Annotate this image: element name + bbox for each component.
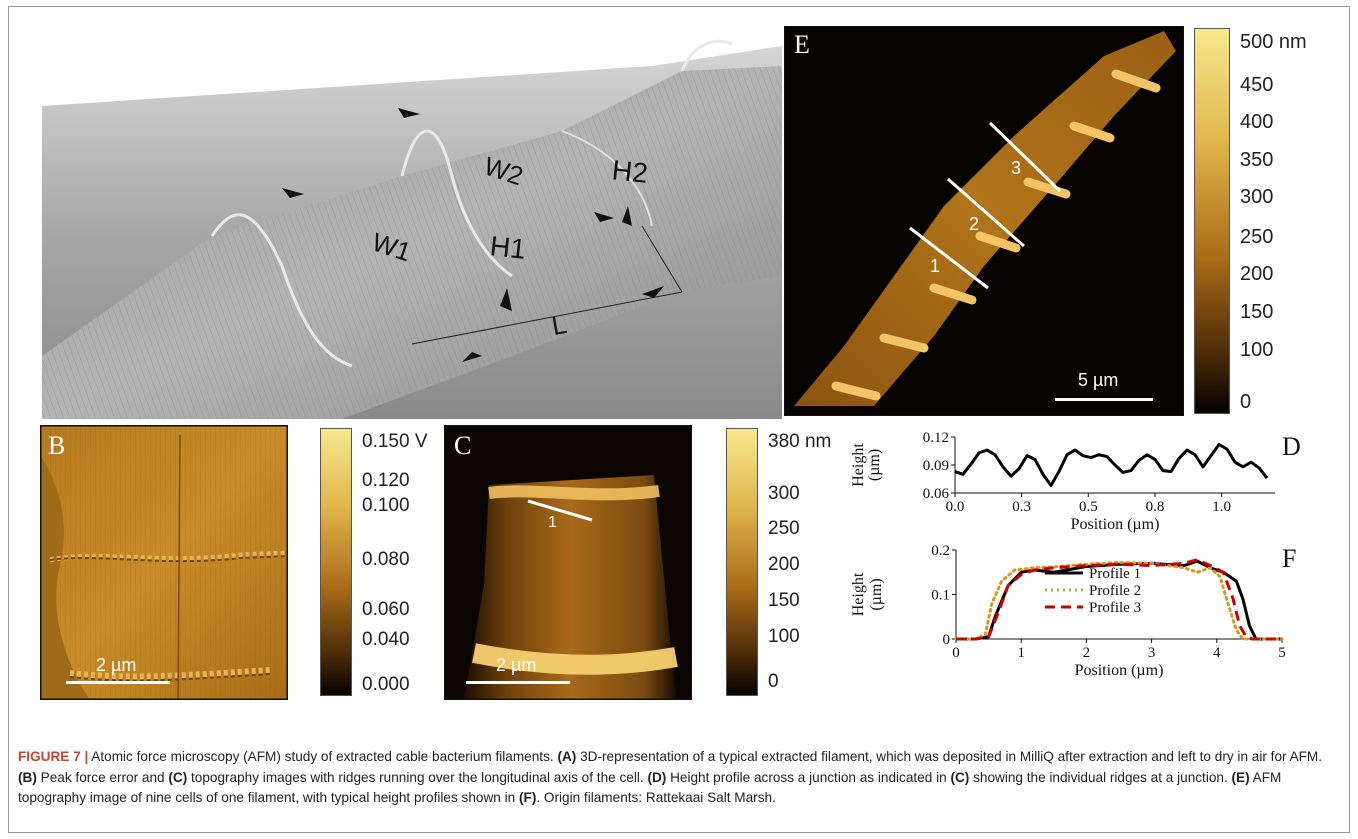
legend-label: Profile 2 [1089, 583, 1141, 599]
caption-text: topography images with ridges running ov… [187, 769, 648, 785]
caption-text: 3D-representation of a typical extracted… [576, 749, 1323, 764]
series-line [954, 560, 1284, 641]
panel-d-chart: 0.0 0.3 0.5 0.8 1.0 0.12 0.09 0.06 Position (µm)… [850, 430, 1275, 533]
caption-panel-ref: (D) [647, 769, 667, 785]
panel-b-letter: B [48, 431, 66, 460]
panel-e-cb-tick: 200 [1240, 263, 1274, 285]
figure-caption: FIGURE 7 | Atomic force microscopy (AFM)… [18, 747, 1342, 809]
x-tick-label: 1 [1017, 645, 1024, 661]
panel-f-chart: 0 1 2 3 4 5 0.2 0.1 0 Position (µm) Height (µm) Prof… [850, 543, 1286, 679]
panel-c-scale-label: 2 µm [496, 655, 537, 675]
panel-e-cb-tick: 450 [1240, 74, 1274, 96]
caption-panel-ref: (C) [168, 769, 188, 785]
y-tick-label: 0 [943, 632, 951, 648]
panel-c-colorbar [726, 428, 758, 696]
y-tick-label: 0.12 [923, 430, 949, 446]
x-tick-label: 5 [1278, 645, 1286, 661]
panel-e-profile-label: 2 [969, 214, 980, 234]
panel-e-cb-tick: 100 [1240, 339, 1274, 361]
y-tick-label: 0.1 [931, 588, 950, 604]
panel-c-cb-tick: 100 [768, 626, 800, 647]
x-tick-label: 1.0 [1212, 499, 1231, 515]
y-tick-label: 0.06 [923, 486, 950, 502]
panel-c-scale-bar [466, 681, 570, 684]
panel-b-image [40, 425, 288, 700]
panel-f-letter: F [1282, 544, 1297, 573]
panel-e-scale-label: 5 µm [1078, 370, 1119, 390]
x-axis-label: Position (µm) [1075, 662, 1164, 679]
panel-e-cb-tick: 350 [1240, 149, 1274, 171]
panel-e-image [784, 26, 1184, 416]
panel-e-cb-tick: 250 [1240, 226, 1274, 248]
x-tick-label: 3 [1148, 645, 1156, 661]
x-tick-label: 0 [952, 645, 960, 661]
panel-d-letter: D [1282, 432, 1301, 461]
panel-c-profile-line [527, 499, 593, 522]
panel-e-colorbar [1194, 28, 1230, 414]
panel-c-image [444, 425, 692, 700]
panel-b-cb-tick: 0.100 [362, 495, 410, 516]
panel-c-cb-tick: 0 [768, 671, 779, 692]
x-axis-label: Position (µm) [1071, 516, 1160, 533]
x-tick-label: 0.3 [1012, 499, 1031, 515]
panel-e-letter: E [794, 30, 810, 59]
panel-c-cb-tick: 250 [768, 518, 800, 539]
caption-figure-label: FIGURE 7 | [18, 749, 89, 764]
y-axis-label: Height [850, 572, 867, 616]
caption-panel-ref: (C) [950, 769, 970, 785]
panel-b-cb-tick: 0.040 [362, 629, 410, 650]
panel-b-scale-bar [66, 681, 170, 684]
caption-text: AFM topography image of nine cells of on… [18, 769, 1282, 806]
caption-text: Height profile across a junction as indi… [666, 769, 951, 785]
x-tick-label: 0.5 [1079, 499, 1098, 515]
x-tick-label: 2 [1083, 645, 1091, 661]
panel-c-cb-tick: 150 [768, 590, 800, 611]
panel-b-cb-tick: 0.000 [362, 674, 410, 695]
caption-text: . Origin filaments: Rattekaai Salt Marsh… [536, 790, 776, 805]
panel-b-cb-tick: 0.150 V [362, 431, 428, 452]
y-axis-label-unit: (µm) [868, 578, 885, 610]
panel-e-cb-tick: 400 [1240, 111, 1274, 133]
y-tick-label: 0.2 [931, 543, 950, 559]
x-tick-label: 4 [1213, 645, 1221, 661]
series-line [954, 442, 1269, 488]
panel-e-cb-tick: 150 [1240, 301, 1274, 323]
caption-panel-ref: (B) [18, 769, 37, 785]
panel-e-cb-tick: 500 nm [1240, 31, 1307, 53]
caption-body: Atomic force microscopy (AFM) study of e… [18, 749, 1322, 805]
legend-label: Profile 3 [1089, 600, 1141, 616]
panel-c-letter: C [454, 431, 472, 460]
panel-b-cb-tick: 0.080 [362, 549, 410, 570]
panel-c-profile-label: 1 [548, 514, 557, 531]
caption-panel-ref: (E) [1231, 769, 1250, 785]
caption-panel-ref: (A) [557, 749, 577, 764]
caption-panel-ref: (F) [518, 790, 537, 805]
panel-c-cb-tick: 380 nm [768, 431, 832, 452]
x-tick-label: 0.8 [1146, 499, 1165, 515]
panel-b-scale-label: 2 µm [96, 655, 137, 675]
figure-frame [8, 6, 1350, 833]
y-tick-label: 0.09 [923, 458, 949, 474]
caption-text: Peak force error and [36, 769, 169, 785]
h1-label: H1 [488, 230, 528, 265]
legend-label: Profile 1 [1089, 566, 1141, 582]
panel-b-cb-tick: 0.060 [362, 599, 410, 620]
panel-b-cb-tick: 0.120 [362, 470, 410, 491]
caption-text: Atomic force microscopy (AFM) study of e… [88, 749, 558, 764]
panel-c-cb-tick: 300 [768, 483, 800, 504]
panel-b-colorbar [320, 428, 352, 696]
panel-a-3d-image [42, 26, 782, 419]
panel-e-profile-label: 1 [930, 256, 941, 276]
h2-label: H2 [610, 154, 650, 189]
x-tick-label: 0.0 [946, 499, 965, 515]
caption-text: showing the individual ridges at a junct… [969, 769, 1232, 785]
panel-e-scale-bar [1055, 398, 1153, 401]
y-axis-label-unit: (µm) [866, 449, 883, 481]
panel-c-cb-tick: 200 [768, 554, 800, 575]
y-axis-label: Height [850, 443, 867, 487]
panel-e-cb-tick: 0 [1240, 391, 1252, 413]
panel-e-profile-label: 3 [1011, 158, 1022, 178]
panel-e-cb-tick: 300 [1240, 186, 1274, 208]
